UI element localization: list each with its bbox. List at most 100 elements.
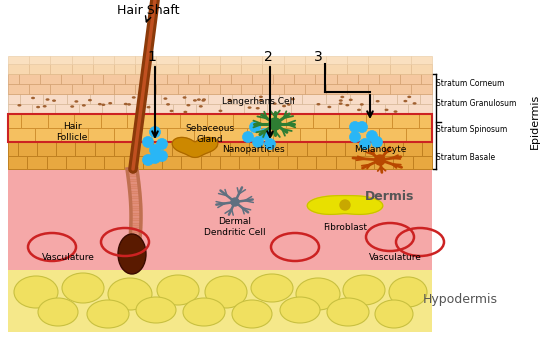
Ellipse shape bbox=[360, 103, 364, 106]
Bar bbox=[366, 114, 392, 128]
Bar bbox=[241, 84, 262, 94]
Ellipse shape bbox=[136, 297, 176, 323]
Bar bbox=[48, 114, 74, 128]
Text: Stratum Corneum: Stratum Corneum bbox=[436, 79, 504, 89]
Bar bbox=[262, 64, 284, 74]
Bar bbox=[90, 94, 114, 104]
Bar bbox=[338, 104, 361, 114]
Text: Stratum Spinosum: Stratum Spinosum bbox=[436, 124, 507, 133]
Bar bbox=[29, 64, 51, 74]
Ellipse shape bbox=[205, 276, 247, 308]
Text: 1: 1 bbox=[147, 50, 156, 64]
Circle shape bbox=[265, 139, 276, 149]
Bar bbox=[220, 64, 241, 74]
Ellipse shape bbox=[287, 103, 291, 106]
Circle shape bbox=[340, 200, 350, 210]
Bar bbox=[55, 104, 79, 114]
Bar bbox=[232, 94, 255, 104]
Bar bbox=[35, 128, 61, 142]
Bar bbox=[125, 74, 146, 84]
Bar bbox=[135, 64, 156, 74]
Ellipse shape bbox=[108, 278, 152, 310]
Bar bbox=[8, 128, 35, 142]
Ellipse shape bbox=[282, 105, 286, 107]
Text: Nanoparticles: Nanoparticles bbox=[222, 145, 284, 154]
Text: Vasculature: Vasculature bbox=[42, 252, 95, 262]
Bar bbox=[286, 114, 313, 128]
Bar bbox=[409, 104, 432, 114]
Bar bbox=[126, 104, 150, 114]
Circle shape bbox=[150, 145, 161, 156]
Bar bbox=[249, 142, 268, 156]
Bar bbox=[19, 74, 40, 84]
Bar bbox=[114, 94, 138, 104]
Bar bbox=[392, 114, 419, 128]
Circle shape bbox=[250, 121, 261, 132]
Bar bbox=[8, 270, 432, 332]
Ellipse shape bbox=[70, 105, 74, 108]
Bar bbox=[199, 84, 220, 94]
Ellipse shape bbox=[218, 109, 222, 112]
Bar bbox=[368, 64, 389, 74]
Bar bbox=[220, 156, 239, 169]
Bar bbox=[305, 84, 326, 94]
Ellipse shape bbox=[256, 107, 260, 109]
Bar bbox=[167, 128, 194, 142]
Bar bbox=[196, 104, 220, 114]
Bar bbox=[194, 128, 220, 142]
Bar bbox=[290, 104, 314, 114]
Bar bbox=[373, 94, 397, 104]
Ellipse shape bbox=[291, 98, 295, 101]
Bar bbox=[185, 94, 208, 104]
Circle shape bbox=[269, 118, 281, 130]
Ellipse shape bbox=[376, 100, 380, 103]
Bar bbox=[72, 64, 93, 74]
Bar bbox=[220, 128, 246, 142]
Bar bbox=[154, 114, 180, 128]
Bar bbox=[8, 169, 432, 270]
Ellipse shape bbox=[108, 102, 112, 104]
Bar bbox=[326, 84, 347, 94]
Ellipse shape bbox=[202, 98, 206, 101]
Bar bbox=[74, 114, 101, 128]
Bar bbox=[82, 74, 103, 84]
Bar bbox=[326, 56, 347, 64]
Bar bbox=[326, 142, 345, 156]
Bar bbox=[8, 84, 29, 94]
Bar bbox=[353, 128, 379, 142]
Ellipse shape bbox=[166, 103, 170, 106]
Bar bbox=[124, 156, 143, 169]
Bar bbox=[146, 74, 167, 84]
Bar bbox=[284, 64, 305, 74]
Bar bbox=[411, 84, 432, 94]
Ellipse shape bbox=[82, 104, 86, 107]
Bar bbox=[135, 56, 156, 64]
Bar bbox=[302, 94, 326, 104]
Ellipse shape bbox=[343, 275, 385, 305]
Bar bbox=[114, 64, 135, 74]
Bar bbox=[267, 104, 290, 114]
Bar bbox=[133, 142, 152, 156]
Text: Hypodermis: Hypodermis bbox=[422, 293, 498, 306]
Bar bbox=[56, 142, 75, 156]
Ellipse shape bbox=[87, 300, 129, 328]
Bar bbox=[337, 74, 358, 84]
Ellipse shape bbox=[412, 102, 416, 105]
Bar bbox=[279, 94, 303, 104]
Bar bbox=[103, 74, 125, 84]
Ellipse shape bbox=[228, 99, 232, 101]
Ellipse shape bbox=[146, 106, 151, 108]
Ellipse shape bbox=[163, 97, 167, 100]
Bar bbox=[47, 156, 66, 169]
Bar bbox=[95, 142, 114, 156]
Bar bbox=[268, 142, 288, 156]
Bar bbox=[8, 142, 18, 156]
Bar bbox=[178, 56, 199, 64]
Bar bbox=[8, 56, 29, 64]
Circle shape bbox=[349, 121, 360, 132]
Ellipse shape bbox=[340, 96, 344, 98]
Bar bbox=[379, 128, 405, 142]
Bar bbox=[326, 128, 353, 142]
Ellipse shape bbox=[43, 105, 47, 107]
Bar bbox=[172, 142, 191, 156]
